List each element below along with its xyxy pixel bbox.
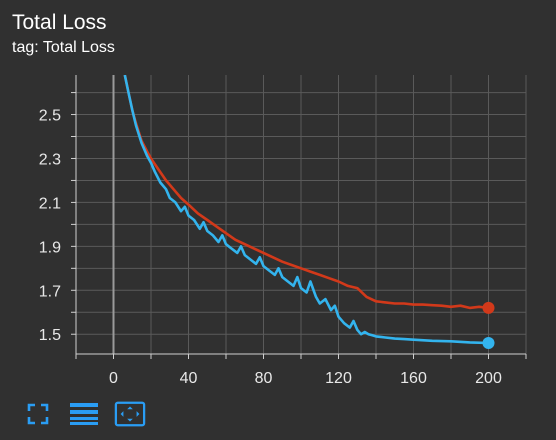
fit-domain-button[interactable] [114, 398, 146, 430]
toggle-log-button[interactable] [68, 398, 100, 430]
x-tick-label: 80 [255, 370, 273, 387]
series-line-0 [123, 75, 489, 310]
fullscreen-icon [27, 403, 49, 425]
y-tick-label: 2.5 [39, 108, 61, 125]
loss-chart[interactable]: 0 40 80 120 160 200 1.5 1.7 1.9 2.1 2.3 2.5 [0, 0, 556, 395]
grid [75, 75, 527, 354]
y-tick-label: 1.9 [39, 239, 61, 256]
chart-title: Total Loss [12, 11, 107, 34]
x-tick-label: 120 [325, 370, 352, 387]
x-tick-label: 0 [109, 370, 118, 387]
axes: 0 40 80 120 160 200 1.5 1.7 1.9 2.1 2.3 2.5 [39, 75, 527, 387]
series-end-point-1[interactable] [482, 337, 495, 350]
series-end-point-0[interactable] [482, 301, 495, 314]
series-line-1 [123, 75, 489, 345]
y-tick-label: 2.3 [39, 151, 61, 168]
chart-tag: tag: Total Loss [12, 39, 115, 56]
x-tick-label: 40 [180, 370, 198, 387]
chart-toolbar [22, 398, 160, 430]
x-tick-label: 200 [475, 370, 502, 387]
y-tick-label: 2.1 [39, 195, 61, 212]
fit-domain-icon [114, 401, 146, 427]
series-layer [123, 75, 495, 350]
list-icon [70, 403, 98, 425]
x-tick-label: 160 [400, 370, 427, 387]
fullscreen-button[interactable] [22, 398, 54, 430]
y-tick-label: 1.5 [39, 327, 61, 344]
y-tick-label: 1.7 [39, 283, 61, 300]
